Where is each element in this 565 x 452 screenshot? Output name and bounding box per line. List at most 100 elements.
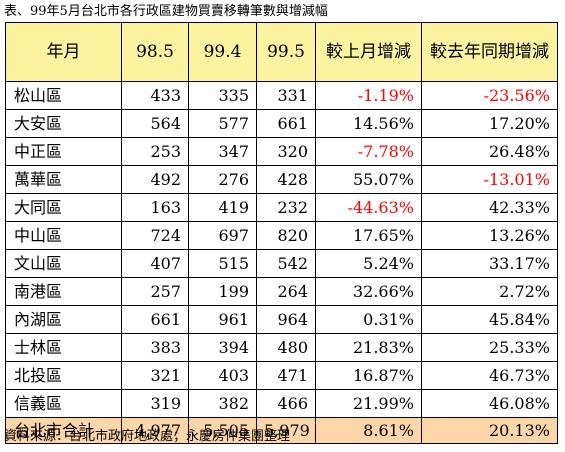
value-98-5-cell: 319 — [121, 389, 189, 418]
value-99-5-cell: 820 — [256, 221, 316, 250]
table-row: 內湖區 661 961 964 0.31% 45.84% — [5, 305, 558, 334]
value-99-5-cell: 331 — [256, 81, 316, 110]
mom-change-cell: 21.83% — [315, 333, 422, 362]
value-98-5-cell: 724 — [121, 221, 189, 250]
value-99-4-cell: 403 — [188, 361, 257, 390]
value-99-5-cell: 264 — [256, 277, 316, 306]
value-99-4-cell: 347 — [188, 137, 257, 166]
value-99-4-cell: 276 — [188, 165, 257, 194]
district-cell: 松山區 — [5, 81, 122, 110]
table-row: 大安區 564 577 661 14.56% 17.20% — [5, 109, 558, 138]
district-cell: 大同區 — [5, 193, 122, 222]
header-98-5: 98.5 — [121, 22, 189, 82]
district-cell: 北投區 — [5, 361, 122, 390]
mom-change-cell: 8.61% — [315, 417, 422, 444]
yoy-change-cell: -23.56% — [421, 81, 558, 110]
mom-change-cell: 55.07% — [315, 165, 422, 194]
header-mom-change: 較上月增減 — [315, 22, 422, 82]
yoy-change-cell: 45.84% — [421, 305, 558, 334]
header-yoy-change: 較去年同期增減 — [421, 22, 558, 82]
total-row: 台北市合計 4,977 5,505 5,979 8.61% 20.13% — [5, 417, 558, 444]
source-note: 資料來源：台北市政府地政處；永慶房仲集團整理 — [4, 429, 291, 444]
table-body: 年月 98.5 99.4 99.5 較上月增減 較去年同期增減 松山區 433 33… — [5, 22, 558, 444]
yoy-change-cell: -13.01% — [421, 165, 558, 194]
table-caption: 表、99年5月台北市各行政區建物買賣移轉筆數與增減幅 — [4, 4, 328, 19]
table-row: 南港區 257 199 264 32.66% 2.72% — [5, 277, 558, 306]
value-99-5-cell: 542 — [256, 249, 316, 278]
mom-change-cell: 32.66% — [315, 277, 422, 306]
value-98-5-cell: 321 — [121, 361, 189, 390]
table-row: 士林區 383 394 480 21.83% 25.33% — [5, 333, 558, 362]
value-99-5-cell: 964 — [256, 305, 316, 334]
table-row: 信義區 319 382 466 21.99% 46.08% — [5, 389, 558, 418]
yoy-change-cell: 42.33% — [421, 193, 558, 222]
district-cell: 信義區 — [5, 389, 122, 418]
yoy-change-cell: 13.26% — [421, 221, 558, 250]
table-row: 大同區 163 419 232 -44.63% 42.33% — [5, 193, 558, 222]
district-cell: 士林區 — [5, 333, 122, 362]
value-99-4-cell: 515 — [188, 249, 257, 278]
yoy-change-cell: 20.13% — [421, 417, 558, 444]
value-98-5-cell: 661 — [121, 305, 189, 334]
yoy-change-cell: 33.17% — [421, 249, 558, 278]
value-99-5-cell: 661 — [256, 109, 316, 138]
district-cell: 台北市合計 — [5, 417, 122, 444]
yoy-change-cell: 25.33% — [421, 333, 558, 362]
transactions-table: 年月 98.5 99.4 99.5 較上月增減 較去年同期增減 松山區 433 33… — [5, 22, 558, 444]
district-cell: 中山區 — [5, 221, 122, 250]
mom-change-cell: 17.65% — [315, 221, 422, 250]
value-99-4-cell: 394 — [188, 333, 257, 362]
table-row: 萬華區 492 276 428 55.07% -13.01% — [5, 165, 558, 194]
value-98-5-cell: 433 — [121, 81, 189, 110]
value-98-5-cell: 492 — [121, 165, 189, 194]
header-99-4: 99.4 — [188, 22, 257, 82]
value-98-5-cell: 564 — [121, 109, 189, 138]
value-99-5-cell: 428 — [256, 165, 316, 194]
mom-change-cell: 16.87% — [315, 361, 422, 390]
header-year-month: 年月 — [5, 22, 122, 82]
district-cell: 文山區 — [5, 249, 122, 278]
district-cell: 大安區 — [5, 109, 122, 138]
district-cell: 南港區 — [5, 277, 122, 306]
value-99-5-cell: 466 — [256, 389, 316, 418]
value-98-5-cell: 257 — [121, 277, 189, 306]
value-99-4-cell: 419 — [188, 193, 257, 222]
value-99-4-cell: 961 — [188, 305, 257, 334]
value-99-4-cell: 382 — [188, 389, 257, 418]
district-cell: 萬華區 — [5, 165, 122, 194]
mom-change-cell: -44.63% — [315, 193, 422, 222]
value-99-5-cell: 480 — [256, 333, 316, 362]
value-98-5-cell: 253 — [121, 137, 189, 166]
value-99-4-cell: 577 — [188, 109, 257, 138]
district-cell: 中正區 — [5, 137, 122, 166]
value-99-4-cell: 5,505 — [188, 417, 257, 444]
yoy-change-cell: 17.20% — [421, 109, 558, 138]
value-99-5-cell: 471 — [256, 361, 316, 390]
header-99-5: 99.5 — [256, 22, 316, 82]
district-cell: 內湖區 — [5, 305, 122, 334]
header-row: 年月 98.5 99.4 99.5 較上月增減 較去年同期增減 — [5, 22, 558, 82]
value-98-5-cell: 383 — [121, 333, 189, 362]
value-98-5-cell: 163 — [121, 193, 189, 222]
mom-change-cell: 14.56% — [315, 109, 422, 138]
mom-change-cell: 21.99% — [315, 389, 422, 418]
table-row: 中山區 724 697 820 17.65% 13.26% — [5, 221, 558, 250]
value-99-5-cell: 232 — [256, 193, 316, 222]
value-99-5-cell: 320 — [256, 137, 316, 166]
table-row: 文山區 407 515 542 5.24% 33.17% — [5, 249, 558, 278]
table-row: 中正區 253 347 320 -7.78% 26.48% — [5, 137, 558, 166]
value-99-4-cell: 199 — [188, 277, 257, 306]
value-99-4-cell: 697 — [188, 221, 257, 250]
mom-change-cell: 5.24% — [315, 249, 422, 278]
mom-change-cell: -7.78% — [315, 137, 422, 166]
yoy-change-cell: 46.73% — [421, 361, 558, 390]
mom-change-cell: 0.31% — [315, 305, 422, 334]
value-98-5-cell: 407 — [121, 249, 189, 278]
table-row: 北投區 321 403 471 16.87% 46.73% — [5, 361, 558, 390]
yoy-change-cell: 46.08% — [421, 389, 558, 418]
table-row: 松山區 433 335 331 -1.19% -23.56% — [5, 81, 558, 110]
yoy-change-cell: 2.72% — [421, 277, 558, 306]
value-99-4-cell: 335 — [188, 81, 257, 110]
mom-change-cell: -1.19% — [315, 81, 422, 110]
yoy-change-cell: 26.48% — [421, 137, 558, 166]
